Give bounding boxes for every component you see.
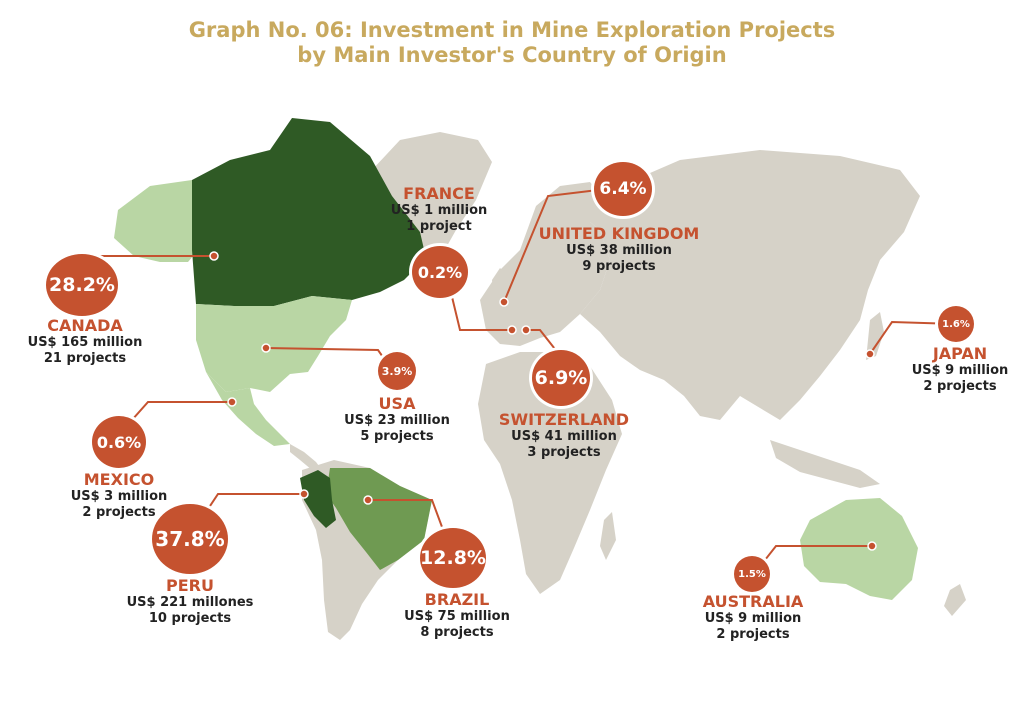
peru-landmass [300, 470, 336, 528]
peru-label: PERU US$ 221 millones 10 projects [120, 576, 260, 627]
peru-percent-bubble: 37.8% [152, 504, 228, 574]
usa-label: USA US$ 23 million 5 projects [332, 394, 462, 445]
uk-amount: US$ 38 million [566, 243, 672, 258]
france-name: FRANCE [403, 184, 475, 203]
canada-name: CANADA [47, 316, 123, 335]
asia-landmass [580, 150, 920, 420]
canada-landmass [192, 118, 426, 306]
title-line-1: Graph No. 06: Investment in Mine Explora… [188, 18, 836, 42]
usa-percent-bubble: 3.9% [378, 352, 416, 390]
mexico-projects: 2 projects [82, 505, 156, 520]
switzerland-projects: 3 projects [527, 445, 601, 460]
japan-name: JAPAN [932, 344, 988, 363]
uk-name: UNITED KINGDOM [538, 224, 700, 243]
mexico-percent-bubble: 0.6% [92, 416, 146, 468]
africa-landmass [478, 352, 622, 594]
europe-landmass [480, 214, 610, 346]
southeast-asia-islands [770, 440, 880, 488]
mexico-label: MEXICO US$ 3 million 2 projects [54, 470, 184, 521]
brazil-landmass [326, 468, 432, 570]
switzerland-marker [521, 325, 531, 335]
uk-percent-bubble: 6.4% [594, 162, 652, 216]
alaska-landmass [114, 180, 198, 262]
australia-name: AUSTRALIA [702, 592, 804, 611]
japan-marker [865, 349, 875, 359]
australia-percent-bubble: 1.5% [734, 556, 770, 592]
japan-projects: 2 projects [923, 379, 997, 394]
switzerland-percent-bubble: 6.9% [532, 350, 590, 406]
australia-marker [867, 541, 877, 551]
switzerland-name: SWITZERLAND [498, 410, 630, 429]
australia-projects: 2 projects [716, 627, 790, 642]
uk-marker [499, 297, 509, 307]
central-america-landmass [290, 444, 322, 470]
australia-amount: US$ 9 million [704, 611, 802, 626]
peru-marker [299, 489, 309, 499]
japan-amount: US$ 9 million [911, 363, 1009, 378]
switzerland-label: SWITZERLAND US$ 41 million 3 projects [494, 410, 634, 461]
mexico-name: MEXICO [83, 470, 155, 489]
usa-projects: 5 projects [360, 429, 434, 444]
title-line-2: by Main Investor's Country of Origin [297, 43, 727, 67]
mexico-marker [227, 397, 237, 407]
france-projects: 1 project [406, 219, 472, 234]
brazil-amount: US$ 75 million [404, 609, 510, 624]
france-amount: US$ 1 million [390, 203, 488, 218]
brazil-name: BRAZIL [424, 590, 490, 609]
france-percent-bubble: 0.2% [412, 246, 468, 298]
uk-label: UNITED KINGDOM US$ 38 million 9 projects [534, 224, 704, 275]
uk-projects: 9 projects [582, 259, 656, 274]
canada-percent-bubble: 28.2% [46, 254, 118, 316]
scandinavia-landmass [520, 182, 604, 250]
canada-marker [209, 251, 219, 261]
usa-marker [261, 343, 271, 353]
usa-amount: US$ 23 million [344, 413, 450, 428]
france-label: FRANCE US$ 1 million 1 project [374, 184, 504, 235]
australia-label: AUSTRALIA US$ 9 million 2 projects [690, 592, 816, 643]
madagascar-landmass [600, 512, 616, 560]
greenland-landmass [372, 132, 492, 268]
canada-label: CANADA US$ 165 million 21 projects [20, 316, 150, 367]
france-marker [507, 325, 517, 335]
chart-title: Graph No. 06: Investment in Mine Explora… [0, 18, 1024, 68]
japan-connector [869, 320, 957, 355]
japan-label: JAPAN US$ 9 million 2 projects [900, 344, 1020, 395]
mexico-amount: US$ 3 million [70, 489, 168, 504]
peru-amount: US$ 221 millones [126, 595, 254, 610]
canada-projects: 21 projects [43, 351, 127, 366]
uk-landmass [492, 268, 508, 300]
peru-name: PERU [166, 576, 214, 595]
australia-landmass [800, 498, 918, 600]
japan-landmass [866, 312, 884, 360]
brazil-marker [363, 495, 373, 505]
brazil-projects: 8 projects [420, 625, 494, 640]
peru-projects: 10 projects [148, 611, 232, 626]
switzerland-amount: US$ 41 million [511, 429, 617, 444]
usa-landmass [196, 296, 352, 392]
japan-percent-bubble: 1.6% [938, 306, 974, 342]
new-zealand-landmass [944, 584, 966, 616]
canada-amount: US$ 165 million [27, 335, 143, 350]
uk-connector [503, 189, 599, 303]
brazil-percent-bubble: 12.8% [420, 528, 486, 588]
mexico-landmass [206, 372, 290, 446]
brazil-label: BRAZIL US$ 75 million 8 projects [392, 590, 522, 641]
usa-name: USA [378, 394, 416, 413]
